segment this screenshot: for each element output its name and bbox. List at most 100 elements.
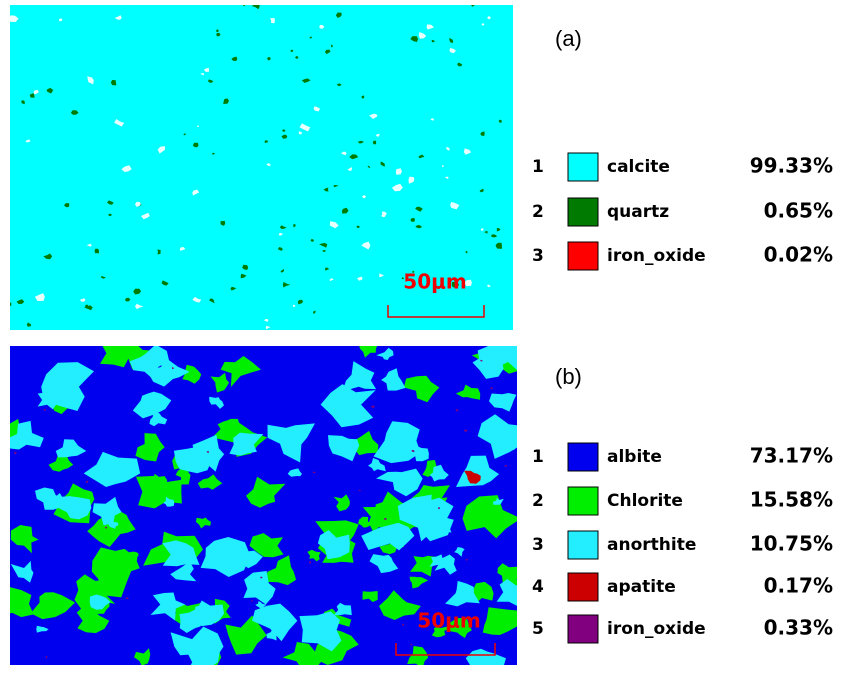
texture	[449, 48, 456, 54]
texture	[87, 513, 123, 547]
texture	[429, 554, 447, 567]
texture	[264, 140, 269, 143]
legend-percent: 73.17%	[750, 444, 833, 468]
texture	[132, 391, 172, 419]
texture	[299, 123, 311, 132]
texture	[457, 62, 463, 67]
legend-swatch	[567, 442, 599, 472]
texture	[264, 319, 269, 322]
texture	[333, 602, 352, 616]
texture	[349, 154, 359, 160]
texture	[362, 507, 398, 532]
texture	[381, 211, 387, 217]
texture	[265, 325, 271, 330]
texture	[104, 526, 107, 529]
texture	[342, 361, 377, 392]
texture	[225, 615, 267, 655]
legend-swatch	[567, 197, 599, 227]
texture	[455, 409, 459, 412]
texture	[266, 629, 282, 641]
texture	[162, 540, 200, 567]
texture	[212, 152, 215, 155]
texture	[220, 356, 261, 387]
legend-percent: 0.17%	[764, 574, 833, 598]
texture	[26, 322, 32, 327]
texture	[278, 233, 283, 236]
texture	[100, 346, 147, 368]
texture	[287, 468, 302, 477]
texture	[157, 249, 161, 255]
texture	[163, 496, 175, 507]
texture	[410, 36, 418, 42]
texture	[454, 547, 465, 557]
mineral-map-b	[10, 346, 517, 665]
texture	[280, 269, 284, 273]
texture	[379, 273, 384, 277]
texture	[192, 142, 199, 148]
texture	[430, 118, 434, 121]
texture	[37, 392, 60, 410]
texture	[59, 18, 63, 22]
legend-index: 2	[532, 491, 544, 511]
texture	[277, 247, 283, 251]
texture	[266, 163, 271, 167]
texture	[480, 359, 483, 362]
texture	[481, 23, 485, 26]
texture	[133, 288, 142, 295]
texture	[410, 555, 436, 577]
texture	[418, 32, 427, 39]
texture	[495, 242, 502, 249]
texture	[402, 623, 405, 626]
texture	[359, 346, 378, 358]
texture	[217, 418, 240, 433]
texture	[333, 494, 350, 512]
texture	[465, 250, 468, 254]
texture	[328, 435, 360, 462]
texture	[320, 384, 376, 428]
panel-label: (a)	[555, 26, 582, 51]
legend-percent: 15.58%	[750, 488, 833, 512]
texture	[197, 474, 223, 490]
texture	[207, 79, 214, 83]
texture	[368, 458, 386, 472]
texture	[317, 530, 350, 560]
texture	[150, 473, 168, 489]
texture	[463, 429, 468, 432]
texture	[230, 286, 237, 291]
texture	[110, 79, 117, 86]
texture	[161, 280, 169, 286]
texture	[87, 76, 94, 85]
texture	[384, 517, 387, 520]
texture	[35, 487, 65, 510]
texture	[252, 603, 298, 642]
texture	[100, 275, 106, 279]
texture	[10, 15, 19, 22]
texture	[482, 607, 517, 635]
texture	[200, 537, 251, 577]
texture	[281, 134, 288, 139]
texture	[463, 148, 472, 155]
texture	[426, 24, 434, 30]
texture	[465, 558, 468, 561]
legend-swatch	[567, 241, 599, 271]
texture	[55, 496, 92, 520]
map-background	[10, 5, 513, 330]
scale-bar-label: 50μm	[417, 609, 480, 633]
texture	[251, 600, 253, 602]
texture	[444, 617, 472, 638]
texture	[223, 98, 229, 104]
texture	[179, 246, 186, 251]
texture	[170, 561, 197, 582]
texture	[372, 140, 377, 145]
texture	[496, 579, 517, 606]
texture	[70, 110, 79, 115]
texture	[490, 234, 498, 238]
texture	[203, 67, 210, 72]
texture	[308, 561, 311, 564]
texture	[29, 93, 35, 98]
texture	[410, 218, 415, 222]
texture	[307, 549, 321, 562]
texture	[30, 592, 76, 620]
texture	[376, 347, 394, 360]
texture	[270, 18, 275, 24]
